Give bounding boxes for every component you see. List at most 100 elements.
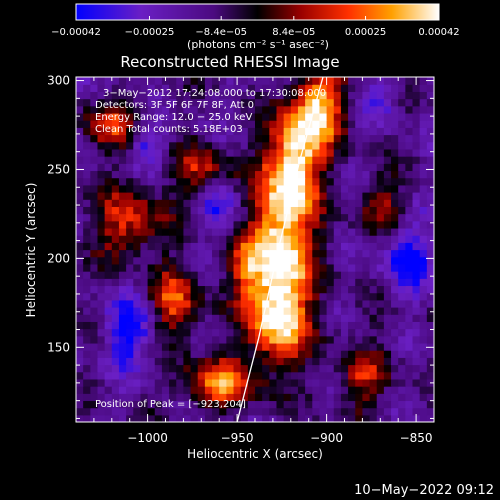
- heatmap-cell: [212, 400, 220, 409]
- heatmap-cell: [226, 386, 235, 394]
- heatmap-cell: [369, 371, 378, 380]
- heatmap-cell: [312, 235, 321, 243]
- heatmap-cell: [226, 120, 235, 128]
- heatmap-cell: [154, 328, 163, 337]
- heatmap-cell: [340, 314, 349, 322]
- heatmap-cell: [269, 227, 278, 236]
- heatmap-cell: [97, 170, 106, 179]
- heatmap-cell: [154, 393, 163, 402]
- heatmap-cell: [219, 299, 227, 308]
- heatmap-cell: [312, 350, 321, 358]
- heatmap-cell: [161, 170, 170, 179]
- heatmap-cell: [197, 235, 206, 243]
- heatmap-cell: [133, 213, 142, 222]
- heatmap-cell: [154, 271, 163, 279]
- heatmap-cell: [355, 148, 363, 157]
- heatmap-cell: [183, 407, 192, 416]
- heatmap-cell: [362, 278, 371, 287]
- heatmap-cell: [233, 407, 242, 416]
- heatmap-cell: [348, 177, 356, 186]
- heatmap-cell: [97, 91, 106, 100]
- heatmap-cell: [176, 199, 184, 207]
- heatmap-cell: [183, 141, 192, 150]
- heatmap-cell: [305, 263, 313, 272]
- heatmap-cell: [226, 184, 235, 193]
- heatmap-cell: [348, 321, 356, 330]
- heatmap-cell: [348, 314, 356, 322]
- heatmap-cell: [176, 371, 184, 380]
- x-tick-label: −1000: [127, 431, 168, 445]
- heatmap-cell: [269, 350, 278, 358]
- heatmap-cell: [297, 192, 306, 200]
- heatmap-cell: [118, 242, 127, 251]
- heatmap-cell: [283, 112, 292, 121]
- heatmap-cell: [376, 192, 385, 200]
- heatmap-cell: [269, 278, 278, 287]
- heatmap-cell: [97, 299, 106, 308]
- heatmap-cell: [233, 220, 242, 229]
- heatmap-cell: [383, 177, 392, 186]
- heatmap-cell: [305, 112, 313, 121]
- heatmap-cell: [169, 227, 177, 236]
- heatmap-cell: [262, 227, 270, 236]
- heatmap-cell: [169, 357, 177, 366]
- heatmap-cell: [183, 299, 192, 308]
- heatmap-cell: [319, 299, 328, 308]
- heatmap-cell: [233, 371, 242, 380]
- heatmap-cell: [269, 235, 278, 243]
- heatmap-cell: [247, 350, 256, 358]
- heatmap-cell: [126, 141, 134, 150]
- heatmap-cell: [233, 177, 242, 186]
- heatmap-cell: [247, 335, 256, 344]
- heatmap-cell: [369, 292, 378, 301]
- heatmap-cell: [154, 163, 163, 172]
- heatmap-cell: [369, 335, 378, 344]
- heatmap-cell: [212, 141, 220, 150]
- heatmap-cell: [297, 357, 306, 366]
- heatmap-cell: [219, 199, 227, 207]
- heatmap-cell: [83, 127, 91, 136]
- heatmap-cell: [312, 170, 321, 179]
- heatmap-cell: [204, 321, 213, 330]
- heatmap-cell: [118, 134, 127, 143]
- heatmap-cell: [412, 163, 421, 172]
- heatmap-cell: [118, 213, 127, 222]
- heatmap-cell: [154, 235, 163, 243]
- heatmap-cell: [391, 127, 399, 136]
- heatmap-cell: [204, 199, 213, 207]
- heatmap-cell: [398, 98, 406, 107]
- heatmap-cell: [340, 98, 349, 107]
- heatmap-cell: [312, 227, 321, 236]
- heatmap-cell: [226, 134, 235, 143]
- heatmap-cell: [140, 299, 149, 308]
- heatmap-cell: [333, 134, 342, 143]
- heatmap-cell: [169, 292, 177, 301]
- heatmap-cell: [326, 206, 335, 215]
- heatmap-cell: [426, 314, 434, 322]
- heatmap-cell: [283, 314, 292, 322]
- heatmap-cell: [319, 342, 328, 351]
- heatmap-cell: [247, 220, 256, 229]
- heatmap-cell: [355, 414, 363, 422]
- heatmap-cell: [355, 350, 363, 358]
- y-tick-label: 150: [47, 340, 70, 354]
- heatmap-cell: [247, 263, 256, 272]
- heatmap-cell: [97, 242, 106, 251]
- heatmap-cell: [212, 77, 220, 85]
- heatmap-cell: [340, 285, 349, 294]
- heatmap-cell: [426, 321, 434, 330]
- heatmap-cell: [383, 112, 392, 121]
- heatmap-cell: [140, 278, 149, 287]
- heatmap-cell: [355, 314, 363, 322]
- heatmap-cell: [126, 378, 134, 387]
- heatmap-cell: [255, 91, 263, 100]
- heatmap-cell: [319, 105, 328, 114]
- heatmap-cell: [362, 400, 371, 409]
- heatmap-cell: [169, 271, 177, 279]
- heatmap-cell: [348, 414, 356, 422]
- heatmap-cell: [326, 77, 335, 85]
- heatmap-cell: [133, 350, 142, 358]
- heatmap-cell: [276, 163, 285, 172]
- heatmap-cell: [219, 98, 227, 107]
- heatmap-cell: [391, 242, 399, 251]
